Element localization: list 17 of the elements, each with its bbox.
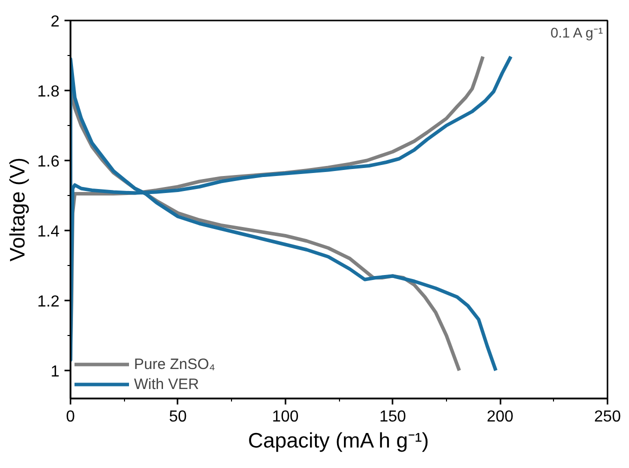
annotation: 0.1 A g⁻¹ (550, 24, 604, 40)
x-tick-label: 100 (272, 408, 299, 426)
y-tick-label: 1.2 (37, 294, 60, 310)
y-tick-label: 1.6 (37, 154, 60, 170)
y-tick-label: 2 (50, 14, 60, 30)
y-tick-label: 1.8 (37, 84, 60, 100)
x-tick-label: 150 (379, 408, 406, 426)
y-axis-title: Voltage (V) (6, 158, 30, 262)
legend-label: With VER (134, 376, 200, 392)
legend-label: Pure ZnSO₄ (134, 356, 216, 372)
x-tick-label: 250 (594, 408, 621, 426)
x-tick-label: 200 (486, 408, 514, 426)
y-tick-label: 1.4 (37, 224, 60, 240)
x-axis-title: Capacity (mA h g⁻¹) (248, 430, 429, 452)
x-tick-label: 0 (66, 408, 76, 426)
y-tick-label: 1 (50, 364, 60, 380)
x-tick-label: 50 (169, 408, 187, 426)
